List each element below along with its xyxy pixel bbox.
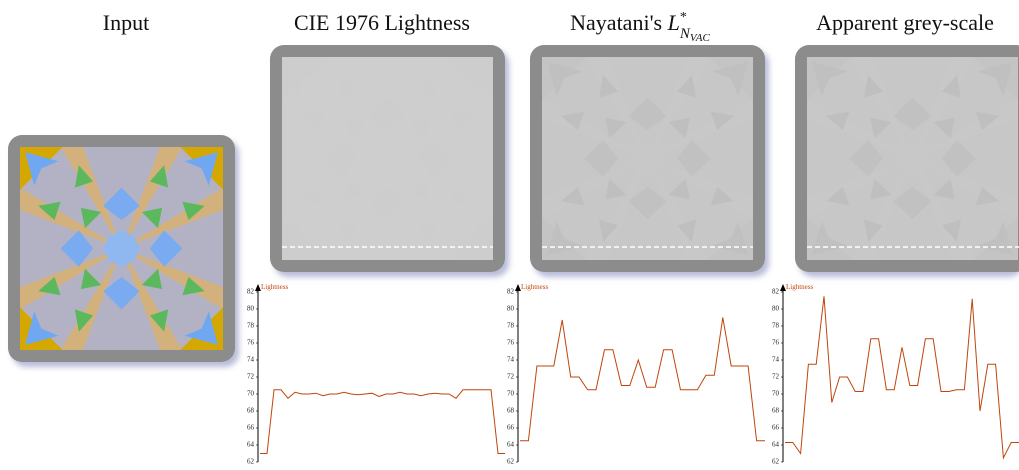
y-tick-label: 64 bbox=[772, 441, 780, 449]
title-symbol: L bbox=[667, 10, 680, 35]
y-tick-label: 74 bbox=[247, 356, 255, 364]
lightness-line bbox=[785, 296, 1019, 460]
axis-arrow bbox=[255, 284, 261, 291]
y-tick-label: 78 bbox=[772, 322, 780, 330]
y-tick-label: 72 bbox=[507, 373, 515, 381]
y-axis-label: Lightness bbox=[261, 283, 288, 291]
panel-title: Nayatani's L* NVAC bbox=[570, 10, 710, 44]
y-tick-label: 74 bbox=[507, 356, 515, 364]
axis-arrow bbox=[515, 284, 521, 291]
y-tick-label: 64 bbox=[247, 441, 255, 449]
y-tick-label: 80 bbox=[507, 305, 515, 313]
cie-image bbox=[270, 45, 509, 277]
y-tick-label: 70 bbox=[507, 390, 515, 398]
panel-title: Input bbox=[103, 10, 149, 35]
y-tick-label: 72 bbox=[247, 373, 255, 381]
nayatani-image bbox=[530, 45, 769, 277]
y-tick-label: 68 bbox=[507, 407, 515, 415]
title-sub: N bbox=[679, 26, 691, 42]
y-tick-label: 76 bbox=[507, 339, 515, 347]
y-tick-label: 62 bbox=[772, 458, 780, 466]
y-tick-label: 72 bbox=[772, 373, 780, 381]
y-tick-label: 78 bbox=[247, 322, 255, 330]
title-text: Nayatani's bbox=[570, 10, 667, 35]
y-tick-label: 66 bbox=[772, 424, 780, 432]
y-tick-label: 80 bbox=[247, 305, 255, 313]
title-sup: * bbox=[680, 10, 687, 25]
lightness-line bbox=[260, 389, 505, 454]
y-axis-label: Lightness bbox=[521, 283, 548, 291]
y-axis-label: Lightness bbox=[786, 283, 813, 291]
y-tick-label: 76 bbox=[247, 339, 255, 347]
y-tick-label: 62 bbox=[507, 458, 515, 466]
y-tick-label: 64 bbox=[507, 441, 515, 449]
y-tick-label: 80 bbox=[772, 305, 780, 313]
title-subsub: VAC bbox=[690, 32, 711, 44]
y-tick-label: 70 bbox=[247, 390, 255, 398]
y-tick-label: 68 bbox=[247, 407, 255, 415]
y-tick-label: 68 bbox=[772, 407, 780, 415]
y-tick-label: 82 bbox=[507, 288, 515, 296]
y-tick-label: 70 bbox=[772, 390, 780, 398]
y-tick-label: 62 bbox=[247, 458, 255, 466]
y-tick-label: 66 bbox=[507, 424, 515, 432]
lightness-line bbox=[520, 317, 765, 442]
panel-title: Apparent grey-scale bbox=[816, 10, 994, 35]
input-image bbox=[8, 135, 239, 367]
y-tick-label: 74 bbox=[772, 356, 780, 364]
y-tick-label: 66 bbox=[247, 424, 255, 432]
y-tick-label: 76 bbox=[772, 339, 780, 347]
y-tick-label: 82 bbox=[247, 288, 255, 296]
panel-title: CIE 1976 Lightness bbox=[294, 10, 470, 35]
y-tick-label: 78 bbox=[507, 322, 515, 330]
y-tick-label: 82 bbox=[772, 288, 780, 296]
apparent-image bbox=[795, 45, 1019, 277]
axis-arrow bbox=[780, 284, 786, 291]
